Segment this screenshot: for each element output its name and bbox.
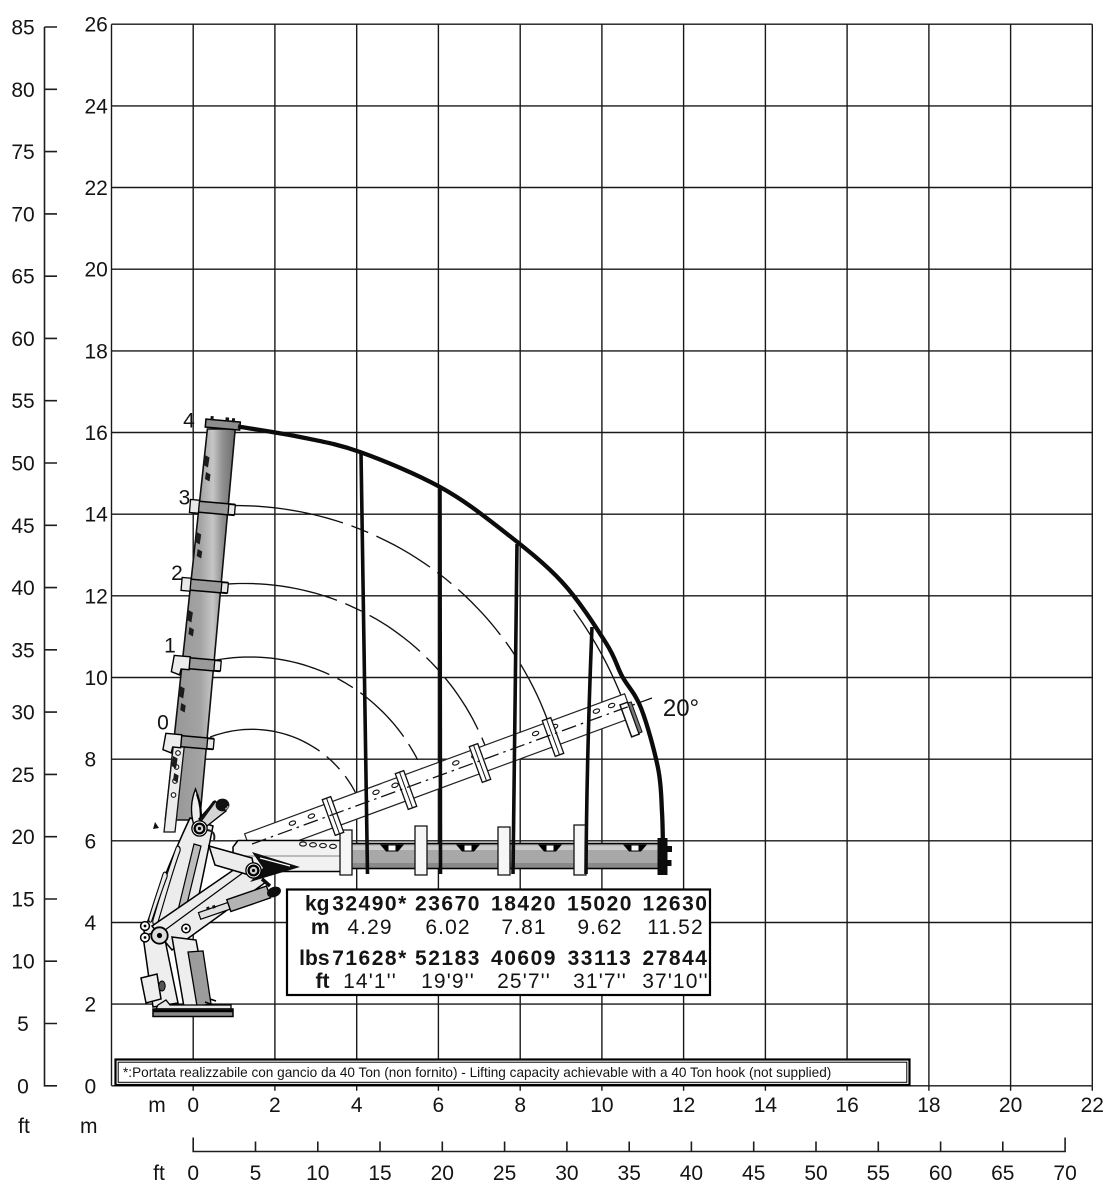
svg-text:31'7'': 31'7'' — [573, 970, 627, 993]
svg-text:10: 10 — [590, 1094, 613, 1117]
svg-text:kg: kg — [305, 893, 330, 916]
svg-text:20: 20 — [999, 1094, 1022, 1117]
svg-text:20: 20 — [431, 1162, 454, 1185]
svg-text:25: 25 — [11, 764, 34, 787]
svg-text:26: 26 — [85, 14, 108, 37]
svg-text:4: 4 — [85, 912, 97, 935]
svg-text:20: 20 — [85, 259, 108, 282]
svg-text:14'1'': 14'1'' — [343, 970, 397, 993]
svg-text:9.62: 9.62 — [577, 916, 622, 939]
svg-text:8: 8 — [514, 1094, 526, 1117]
svg-text:0: 0 — [157, 712, 169, 735]
svg-text:80: 80 — [11, 79, 34, 102]
svg-text:5: 5 — [17, 1013, 29, 1036]
svg-text:0: 0 — [17, 1075, 29, 1098]
svg-text:2: 2 — [269, 1094, 281, 1117]
svg-text:ft: ft — [18, 1115, 30, 1138]
svg-text:30: 30 — [555, 1162, 578, 1185]
svg-text:35: 35 — [11, 639, 34, 662]
svg-text:75: 75 — [11, 141, 34, 164]
svg-text:22: 22 — [85, 177, 108, 200]
svg-text:85: 85 — [11, 17, 34, 40]
svg-text:45: 45 — [742, 1162, 765, 1185]
svg-text:2: 2 — [85, 994, 97, 1017]
svg-text:65: 65 — [11, 266, 34, 289]
svg-text:8: 8 — [85, 749, 97, 772]
svg-text:24: 24 — [85, 95, 109, 118]
svg-text:10: 10 — [85, 667, 108, 690]
svg-text:ft: ft — [316, 970, 330, 993]
svg-text:3: 3 — [179, 487, 191, 510]
svg-text:18: 18 — [85, 340, 108, 363]
svg-text:12630: 12630 — [643, 893, 709, 916]
svg-text:30: 30 — [11, 702, 34, 725]
svg-text:40609: 40609 — [491, 947, 557, 970]
svg-text:22: 22 — [1081, 1094, 1104, 1117]
svg-text:m: m — [311, 916, 330, 939]
svg-text:35: 35 — [618, 1162, 641, 1185]
svg-text:20: 20 — [11, 826, 34, 849]
svg-text:m: m — [148, 1094, 166, 1117]
svg-text:37'10'': 37'10'' — [642, 970, 708, 993]
svg-text:23670: 23670 — [415, 893, 481, 916]
svg-text:27844: 27844 — [643, 947, 709, 970]
svg-text:55: 55 — [11, 390, 34, 413]
svg-text:40: 40 — [11, 577, 34, 600]
svg-text:11.52: 11.52 — [647, 916, 704, 939]
svg-text:70: 70 — [1053, 1162, 1076, 1185]
svg-text:6: 6 — [433, 1094, 445, 1117]
svg-text:0: 0 — [187, 1162, 199, 1185]
svg-text:15: 15 — [368, 1162, 391, 1185]
svg-text:40: 40 — [680, 1162, 703, 1185]
svg-text:55: 55 — [867, 1162, 890, 1185]
svg-text:45: 45 — [11, 515, 34, 538]
svg-text:m: m — [80, 1115, 98, 1138]
svg-text:16: 16 — [835, 1094, 858, 1117]
svg-text:16: 16 — [85, 422, 108, 445]
svg-text:52183: 52183 — [415, 947, 481, 970]
svg-text:4.29: 4.29 — [347, 916, 392, 939]
svg-text:14: 14 — [85, 504, 109, 527]
svg-text:71628*: 71628* — [332, 947, 408, 970]
svg-text:33113: 33113 — [568, 947, 633, 970]
svg-text:10: 10 — [11, 951, 34, 974]
svg-text:12: 12 — [672, 1094, 695, 1117]
svg-text:50: 50 — [11, 453, 34, 476]
svg-text:4: 4 — [183, 410, 195, 433]
svg-text:60: 60 — [929, 1162, 952, 1185]
svg-text:32490*: 32490* — [332, 893, 408, 916]
svg-text:14: 14 — [754, 1094, 778, 1117]
svg-text:15: 15 — [11, 889, 34, 912]
svg-text:25: 25 — [493, 1162, 516, 1185]
svg-text:50: 50 — [804, 1162, 827, 1185]
svg-text:12: 12 — [85, 585, 108, 608]
svg-text:60: 60 — [11, 328, 34, 351]
svg-text:*:Portata realizzabile con gan: *:Portata realizzabile con gancio da 40 … — [123, 1065, 831, 1080]
svg-text:1: 1 — [164, 635, 176, 658]
svg-text:15020: 15020 — [567, 893, 633, 916]
svg-text:70: 70 — [11, 203, 34, 226]
svg-text:5: 5 — [250, 1162, 262, 1185]
svg-text:ft: ft — [153, 1162, 165, 1185]
svg-text:18: 18 — [917, 1094, 940, 1117]
svg-text:7.81: 7.81 — [501, 916, 546, 939]
svg-text:18420: 18420 — [491, 893, 557, 916]
svg-text:2: 2 — [171, 562, 183, 585]
svg-text:10: 10 — [306, 1162, 329, 1185]
svg-text:lbs: lbs — [299, 947, 329, 970]
svg-text:25'7'': 25'7'' — [497, 970, 551, 993]
svg-text:0: 0 — [85, 1075, 97, 1098]
svg-text:6.02: 6.02 — [425, 916, 470, 939]
svg-text:20°: 20° — [663, 695, 699, 722]
svg-text:65: 65 — [991, 1162, 1014, 1185]
svg-text:0: 0 — [187, 1094, 199, 1117]
svg-text:4: 4 — [351, 1094, 363, 1117]
svg-text:19'9'': 19'9'' — [421, 970, 475, 993]
svg-text:6: 6 — [85, 830, 97, 853]
